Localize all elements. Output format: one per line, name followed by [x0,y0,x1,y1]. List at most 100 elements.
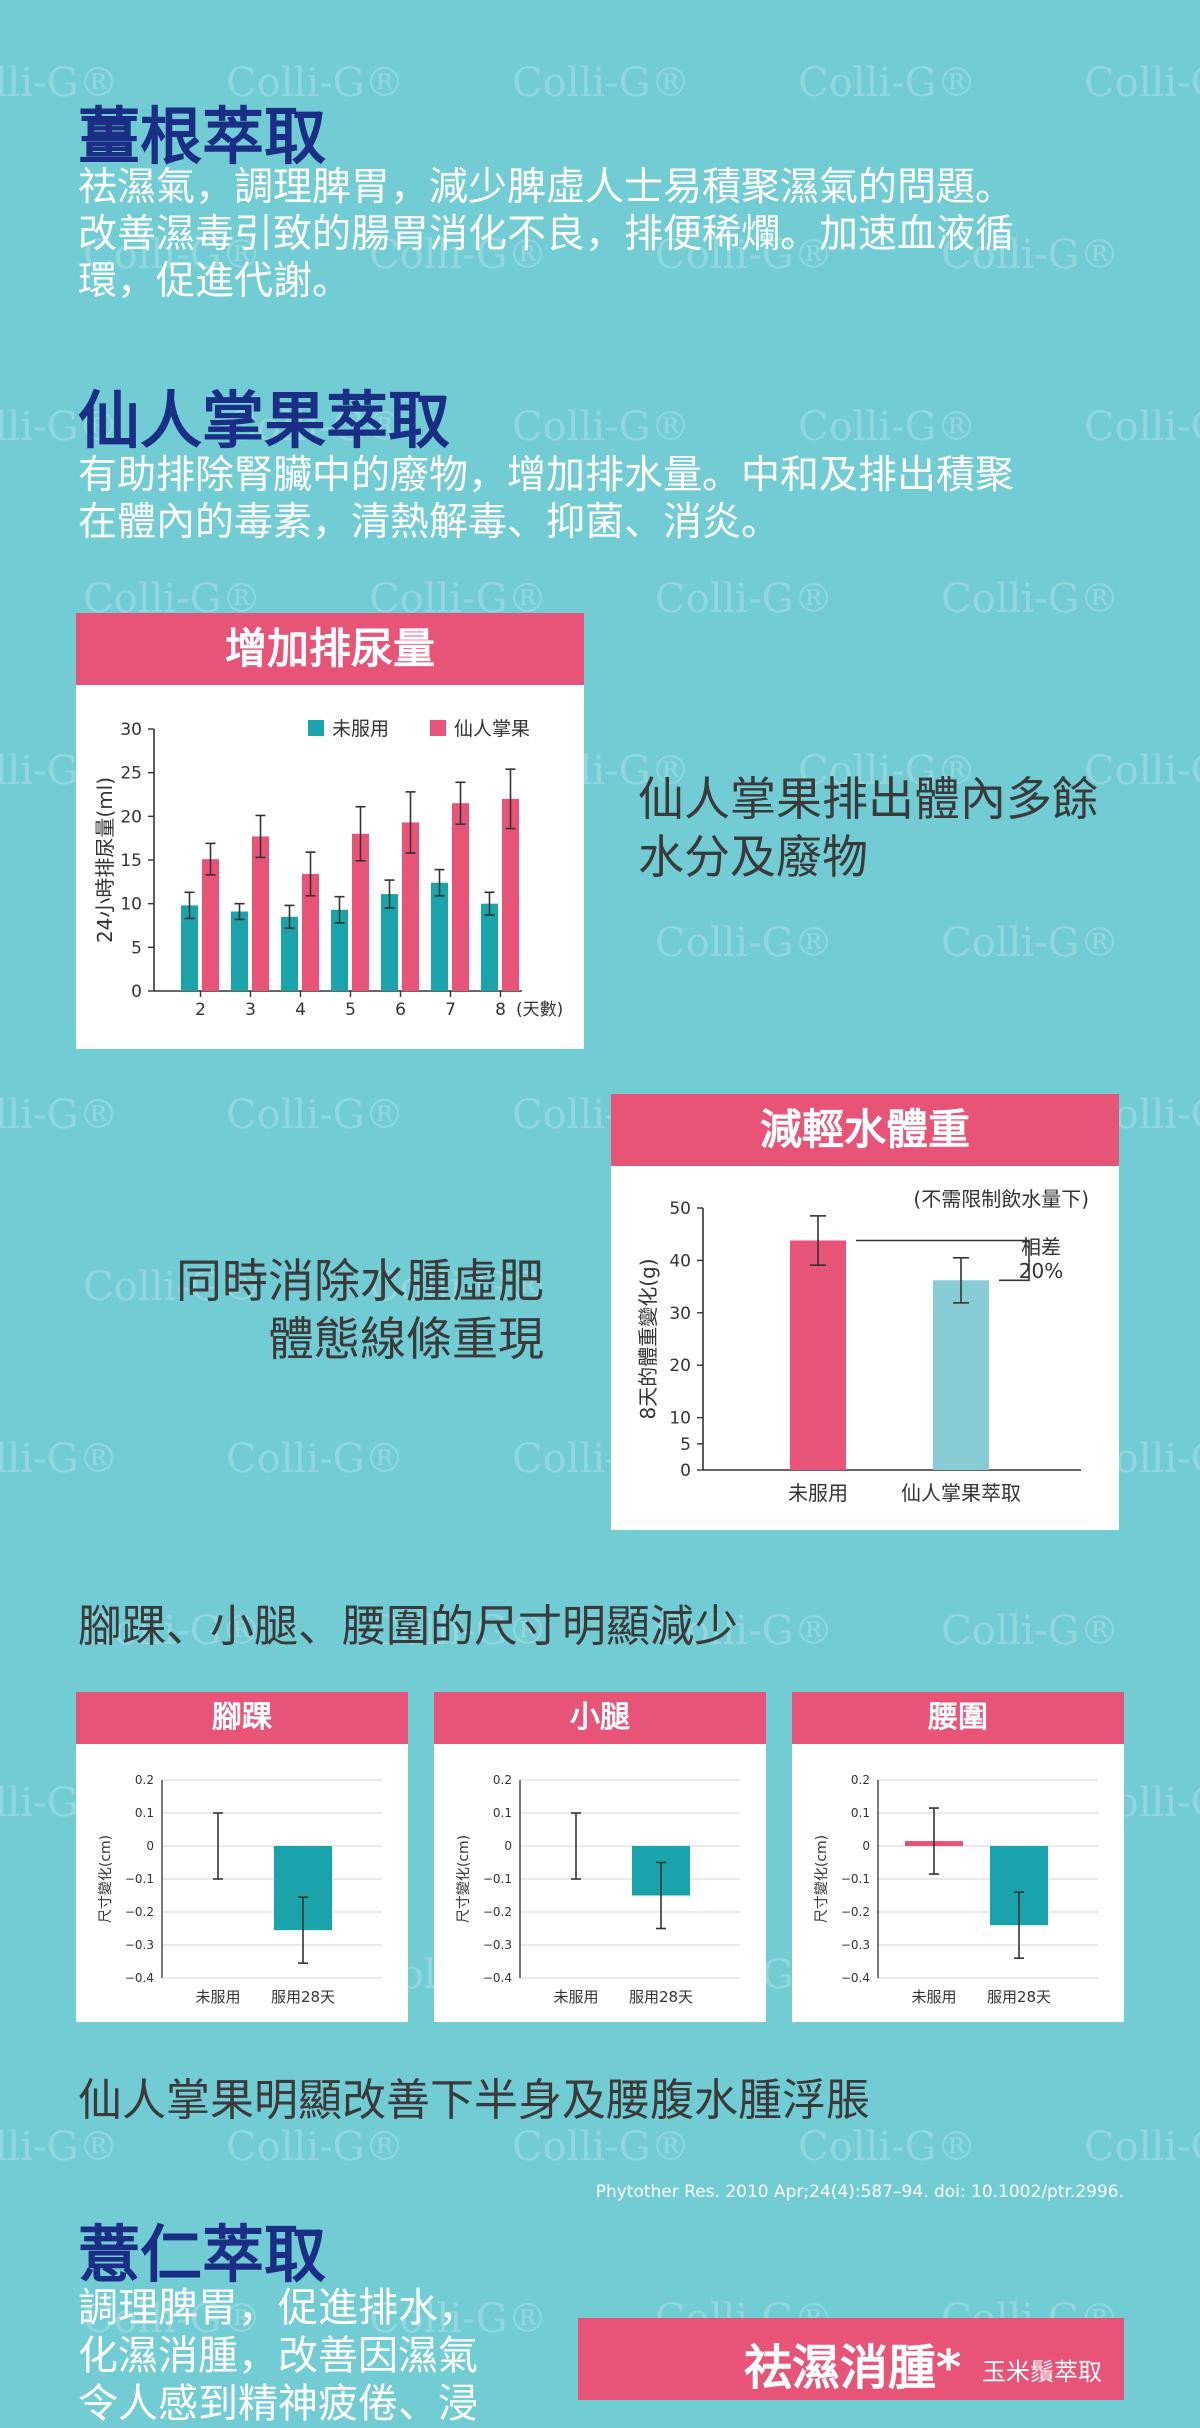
weight-side-text: 同時消除水腫虛肥 體態線條重現 [160,1252,544,1368]
bar [352,833,369,991]
calf-chart: 0.2 0.1 0 −0.1 −0.2 −0.3 −0.4 尺寸變化(cm) 未服用 服用28天 [456,1773,740,2006]
y-tick-label: −0.4 [125,1971,154,1985]
y-tick-label: −0.3 [483,1938,512,1952]
bar [431,882,448,991]
y-tick-label: 0 [146,1839,154,1853]
y-tick-label: 0 [680,1461,691,1481]
y-tick-label: 0.1 [135,1806,154,1820]
bar [252,836,269,991]
bar [331,909,348,991]
y-tick-label: −0.1 [483,1872,512,1886]
y-tick-label: 0.2 [135,1773,154,1787]
x-tick-label: 8 [495,1000,506,1020]
y-axis-label: 24小時排尿量(ml) [93,777,117,943]
difference-label: 20% [1019,1259,1063,1283]
bar [481,903,498,991]
bar [502,798,519,991]
y-tick-label: −0.1 [125,1872,154,1886]
bar [231,911,248,991]
y-tick-label: −0.3 [125,1938,154,1952]
y-tick-label: 0 [131,982,142,1002]
y-axis-label: 尺寸變化(cm) [814,1835,830,1923]
y-tick-label: 0.2 [851,1773,870,1787]
difference-label: 相差 [1021,1235,1061,1259]
side-text-line: 仙人掌果排出體內多餘 [638,772,1098,826]
legend-label: 仙人掌果 [454,718,530,740]
coix-line: 調理脾胃，促進排水， [78,2285,478,2331]
weight-chart-card: 減輕水體重 0 5 10 20 30 40 50 8天的體重變化(g) (不需限制飲水量下) 未服… [611,1094,1119,1530]
watermark: Colli-G® [1084,60,1200,106]
calf-chart-card: 小腿 0.2 0.1 0 −0.1 −0.2 −0.3 −0.4 尺寸變化(cm) 未服用 服用2… [434,1692,766,2022]
watermark: Colli-G® [512,2124,691,2170]
bar [381,894,398,991]
y-tick-label: 50 [669,1199,691,1219]
cactus-line: 在體內的毒素，清熱解毒、抑菌、消炎。 [78,500,781,545]
waist-chart: 0.2 0.1 0 −0.1 −0.2 −0.3 −0.4 尺寸變化(cm) 未服用 服用28天 [814,1773,1098,2006]
waist-chart-card: 腰圍 0.2 0.1 0 −0.1 −0.2 −0.3 −0.4 尺寸變化(cm) 未服用 服用2… [792,1692,1124,2022]
ginger-line: 環，促進代謝。 [78,259,352,304]
bottom-card: 祛濕消腫* 玉米鬚萃取 [578,2318,1124,2400]
watermark: Colli-G® [512,404,691,450]
x-tick-label: 仙人掌果萃取 [901,1481,1021,1505]
bar [933,1280,989,1470]
calf-chart-title: 小腿 [434,1692,766,1744]
y-tick-label: 0.1 [851,1806,870,1820]
cactus-title: 仙人掌果萃取 [78,384,451,457]
watermark: Colli-G® [226,1436,405,1482]
x-tick-label: 6 [395,1000,406,1020]
x-tick-label: 4 [295,1000,306,1020]
cactus-description: 有助排除腎臟中的廢物，增加排水量。中和及排出積聚 在體內的毒素，清熱解毒、抑菌、… [78,452,1138,546]
x-tick-label: 3 [245,1000,256,1020]
bottom-card-subtitle: 玉米鬚萃取 [982,2358,1102,2386]
chart-note: (不需限制飲水量下) [913,1187,1089,1211]
x-tick-label: 未服用 [911,1988,956,2006]
watermark: Colli-G® [226,2124,405,2170]
x-tick-label: 7 [445,1000,456,1020]
y-tick-label: 0 [862,1839,870,1853]
y-tick-label: 40 [669,1251,691,1271]
weight-chart-title: 減輕水體重 [611,1094,1119,1166]
x-tick-label: 未服用 [195,1988,240,2006]
watermark: Colli-G® [655,920,834,966]
ginger-description: 祛濕氣，調理脾胃，減少脾虛人士易積聚濕氣的問題。 改善濕毒引致的腸胃消化不良，排… [78,164,1138,305]
bottom-card-title: 祛濕消腫* [744,2340,962,2396]
coix-line: 化濕消腫，改善因濕氣 [78,2333,478,2379]
watermark: Colli-G® [0,1092,119,1138]
y-tick-label: 25 [120,764,142,784]
conclusion-subtitle: 仙人掌果明顯改善下半身及腰腹水腫浮脹 [78,2075,870,2126]
y-tick-label: 20 [120,807,142,827]
cactus-line: 有助排除腎臟中的廢物，增加排水量。中和及排出積聚 [78,453,1015,498]
x-axis-label: (天數) [516,1000,563,1020]
watermark: Colli-G® [941,576,1120,622]
watermark: Colli-G® [226,1092,405,1138]
watermark: Colli-G® [798,2124,977,2170]
y-tick-label: −0.1 [841,1872,870,1886]
legend-label: 未服用 [332,718,389,740]
x-tick-label: 2 [195,1000,206,1020]
watermark: Colli-G® [0,1436,119,1482]
y-tick-label: 10 [669,1409,691,1429]
ginger-line: 祛濕氣，調理脾胃，減少脾虛人士易積聚濕氣的問題。 [78,165,1015,210]
y-tick-label: 30 [669,1304,691,1324]
y-tick-label: 0.2 [493,1773,512,1787]
y-tick-label: −0.2 [125,1905,154,1919]
watermark: Colli-G® [798,60,977,106]
watermark: Colli-G® [941,1608,1120,1654]
y-tick-label: 15 [120,851,142,871]
weight-chart: 0 5 10 20 30 40 50 8天的體重變化(g) (不需限制飲水量下) 未服用 仙人掌果萃… [636,1187,1089,1505]
bar [790,1240,846,1470]
ginger-title: 薑根萃取 [78,100,327,173]
urine-chart: 0 5 10 15 20 25 30 24小時排尿量(ml) 2 3 4 5 6 7 8 (天數) 未服用 仙人掌… [93,718,563,1020]
coix-title: 薏仁萃取 [78,2218,327,2291]
urine-side-text: 仙人掌果排出體內多餘 水分及廢物 [638,770,1098,886]
watermark: Colli-G® [512,60,691,106]
waist-chart-title: 腰圍 [792,1692,1124,1744]
legend-swatch [308,720,324,736]
bar [402,822,419,991]
side-text-line: 水分及廢物 [638,830,868,884]
sizes-subtitle: 腳踝、小腿、腰圍的尺寸明顯減少 [78,1601,738,1652]
bar [202,859,219,991]
y-tick-label: −0.2 [483,1905,512,1919]
y-tick-label: 5 [680,1435,691,1455]
watermark: Colli-G® [1084,2124,1200,2170]
